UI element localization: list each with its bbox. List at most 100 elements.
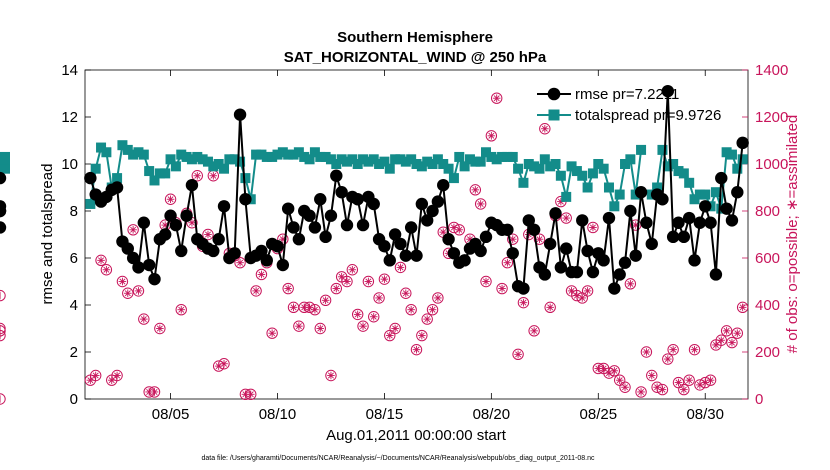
totalspread-point xyxy=(673,166,684,177)
totalspread-point xyxy=(732,163,743,174)
rmse-point xyxy=(538,268,552,281)
obs-assimilated-point xyxy=(434,294,442,302)
rmse-point xyxy=(682,211,696,225)
totalspread-point xyxy=(138,149,149,160)
data-file-footnote: data file: /Users/gharamti/Documents/NCA… xyxy=(201,455,595,462)
y-right-tick-label: 600 xyxy=(755,250,780,267)
obs-assimilated-point xyxy=(583,287,592,295)
rmse-point xyxy=(159,228,172,241)
obs-possible-point xyxy=(731,327,744,339)
obs-assimilated-point xyxy=(626,280,635,288)
x-tick-label: 08/05 xyxy=(152,406,190,423)
totalspread-point xyxy=(186,154,197,165)
totalspread-point xyxy=(240,173,251,184)
rmse-point xyxy=(618,256,632,269)
totalspread-point xyxy=(555,170,566,181)
obs-assimilated-point xyxy=(712,341,720,349)
totalspread-point xyxy=(486,151,497,162)
totalspread-point xyxy=(197,154,208,165)
totalspread-point xyxy=(336,154,347,165)
totalspread-point xyxy=(561,191,572,202)
x-tick-label: 08/15 xyxy=(366,406,404,423)
totalspread-point xyxy=(598,163,609,174)
y-right-tick-label: 1400 xyxy=(755,62,788,79)
obs-assimilated-point xyxy=(412,345,421,354)
totalspread-point xyxy=(694,189,705,200)
obs-assimilated-point xyxy=(562,214,571,222)
rmse-point xyxy=(239,193,252,206)
obs-possible-point xyxy=(191,170,203,182)
obs-assimilated-point xyxy=(369,312,378,321)
rmse-point xyxy=(340,218,354,232)
obs-assimilated-point xyxy=(407,305,415,314)
totalspread-point xyxy=(384,163,395,174)
rmse-point xyxy=(661,84,674,98)
obs-possible-point xyxy=(560,212,572,224)
totalspread-point xyxy=(587,168,598,179)
rmse-point xyxy=(431,195,445,208)
rmse-point xyxy=(688,254,701,267)
rmse-point xyxy=(479,230,493,244)
totalspread-point xyxy=(636,144,647,155)
obs-possible-point xyxy=(517,296,530,309)
obs-possible-point xyxy=(293,320,305,332)
obs-possible-point xyxy=(282,282,294,295)
obs-assimilated-point xyxy=(107,376,116,384)
y-axis-left-label: rmse and totalspread xyxy=(39,164,56,305)
obs-possible-point xyxy=(325,369,337,382)
obs-assimilated-point xyxy=(204,230,212,239)
totalspread-point xyxy=(507,151,518,162)
rmse-point xyxy=(292,233,306,246)
y-tick-label: 10 xyxy=(61,156,78,173)
totalspread-point xyxy=(603,182,614,193)
rmse-point xyxy=(121,242,134,255)
rmse-point xyxy=(613,268,626,281)
rmse-point xyxy=(699,200,712,213)
obs-possible-point xyxy=(394,261,407,274)
totalspread-point xyxy=(620,159,631,169)
totalspread-point xyxy=(154,168,165,179)
totalspread-point xyxy=(170,161,181,172)
obs-possible-point xyxy=(410,343,423,356)
obs-assimilated-point xyxy=(669,345,677,354)
totalspread-point xyxy=(502,151,513,162)
rmse-point xyxy=(672,216,685,229)
obs-assimilated-point xyxy=(535,235,544,243)
obs-assimilated-point xyxy=(423,315,431,323)
obs-assimilated-point xyxy=(268,329,276,337)
obs-assimilated-point xyxy=(209,171,218,180)
rmse-point xyxy=(324,209,338,222)
obs-possible-point xyxy=(0,322,6,335)
rmse-point xyxy=(634,186,648,199)
obs-possible-point xyxy=(496,282,508,295)
obs-possible-point xyxy=(667,343,679,356)
totalspread-point xyxy=(529,161,540,172)
rmse-point xyxy=(522,214,535,227)
obs-possible-point xyxy=(662,353,674,365)
rmse-point xyxy=(0,200,7,213)
totalspread-point xyxy=(315,151,326,162)
obs-possible-point xyxy=(111,369,123,382)
rmse-point xyxy=(458,254,471,267)
obs-assimilated-point xyxy=(257,270,266,279)
totalspread-point xyxy=(395,154,406,165)
legend-label-totalspread: totalspread pr=9.9726 xyxy=(575,107,721,124)
obs-possible-point xyxy=(389,322,401,335)
obs-assimilated-point xyxy=(343,277,351,286)
rmse-point xyxy=(517,282,530,295)
obs-assimilated-point xyxy=(428,305,437,314)
totalspread-point xyxy=(229,154,240,165)
rmse-point xyxy=(725,214,739,227)
totalspread-point xyxy=(368,154,379,165)
totalspread-point xyxy=(427,159,438,169)
obs-assimilated-point xyxy=(637,388,645,396)
obs-assimilated-point xyxy=(503,258,512,267)
obs-possible-point xyxy=(319,294,332,306)
obs-assimilated-point xyxy=(236,258,244,267)
totalspread-point xyxy=(416,161,427,172)
rmse-point xyxy=(388,228,402,241)
rmse-point xyxy=(212,233,225,246)
totalspread-point xyxy=(293,147,304,158)
obs-assimilated-point xyxy=(663,355,672,363)
rmse-point xyxy=(0,171,7,185)
